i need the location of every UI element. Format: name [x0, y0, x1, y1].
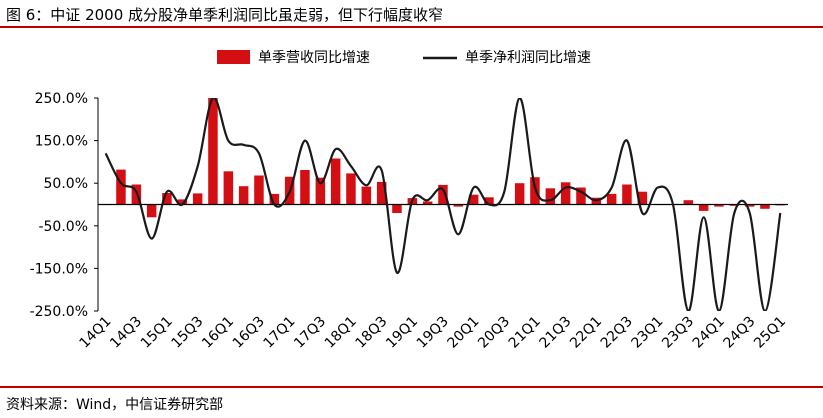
bar: [622, 184, 632, 205]
y-tick-label: 250.0%: [35, 91, 88, 107]
x-tick-label: 17Q3: [291, 314, 329, 352]
x-tick-label: 16Q1: [199, 314, 237, 352]
bar: [637, 191, 648, 205]
x-tick-label: 14Q3: [107, 314, 145, 352]
bar: [361, 186, 372, 205]
legend: 单季营收同比增速 单季净利润同比增速: [217, 50, 591, 66]
bar-series: [116, 98, 786, 218]
y-tick-label: -50.0%: [38, 219, 88, 235]
y-axis: 250.0% 150.0% 50.0% -50.0% -150.0% -250.0%: [30, 91, 99, 320]
bar: [514, 183, 525, 205]
bar: [223, 171, 234, 205]
legend-bar-swatch: [217, 50, 250, 64]
bar: [177, 199, 188, 205]
legend-bar-label: 单季营收同比增速: [258, 50, 370, 66]
x-tick-label: 25Q1: [751, 314, 789, 352]
x-tick-label: 21Q1: [506, 314, 544, 352]
bar: [729, 204, 740, 206]
bar: [300, 170, 310, 205]
x-tick-label: 18Q3: [352, 314, 390, 352]
bar: [760, 204, 770, 209]
x-tick-label: 15Q3: [168, 314, 206, 352]
y-tick-label: -150.0%: [30, 261, 88, 277]
bar: [330, 158, 341, 205]
x-tick-label: 22Q3: [598, 314, 636, 352]
x-tick-label: 20Q1: [444, 314, 482, 352]
bar: [545, 188, 556, 205]
x-tick-label: 23Q1: [628, 314, 666, 352]
bar: [208, 98, 218, 205]
bottom-divider: [0, 386, 823, 388]
x-tick-label: 18Q1: [322, 314, 360, 352]
x-tick-label: 20Q3: [475, 314, 513, 352]
bar: [146, 204, 157, 218]
bar: [744, 204, 755, 207]
bar: [392, 204, 402, 213]
bar: [683, 200, 694, 205]
x-tick-label: 15Q1: [138, 314, 176, 352]
bar: [192, 193, 203, 205]
top-divider: [0, 26, 823, 28]
bar: [422, 201, 433, 205]
line-path: [104, 98, 782, 311]
x-tick-label: 21Q3: [536, 314, 574, 352]
x-tick-label: 24Q1: [690, 314, 728, 352]
chart-title: 图 6：中证 2000 成分股净单季利润同比虽走弱，但下行幅度收窄: [6, 6, 444, 24]
x-tick-label: 19Q3: [414, 314, 452, 352]
bar: [346, 173, 356, 205]
source-note: 资料来源：Wind，中信证券研究部: [6, 397, 224, 413]
bar: [606, 193, 617, 205]
line-series: [104, 98, 782, 311]
x-tick-label: 23Q3: [659, 314, 697, 352]
bar: [484, 197, 494, 205]
bar: [576, 187, 586, 205]
x-tick-label: 19Q1: [383, 314, 421, 352]
bar: [269, 193, 280, 205]
bar: [254, 175, 264, 205]
bar: [116, 169, 126, 205]
bar: [560, 182, 571, 205]
bar: [238, 186, 249, 205]
y-tick-label: -250.0%: [30, 304, 88, 320]
bar: [376, 181, 387, 205]
bar: [453, 204, 464, 207]
y-tick-label: 50.0%: [44, 176, 88, 192]
x-axis: 14Q114Q315Q115Q316Q116Q317Q117Q318Q118Q3…: [76, 314, 789, 352]
legend-line-label: 单季净利润同比增速: [465, 50, 591, 66]
bar: [162, 193, 172, 205]
bar: [315, 177, 326, 205]
bar: [714, 204, 724, 207]
x-tick-label: 16Q3: [230, 314, 268, 352]
bar: [438, 184, 448, 205]
x-tick-label: 22Q1: [567, 314, 605, 352]
x-tick-label: 24Q3: [720, 314, 758, 352]
bar: [468, 194, 479, 205]
y-tick-label: 150.0%: [35, 134, 88, 150]
x-tick-label: 17Q1: [260, 314, 298, 352]
bar: [698, 204, 709, 211]
